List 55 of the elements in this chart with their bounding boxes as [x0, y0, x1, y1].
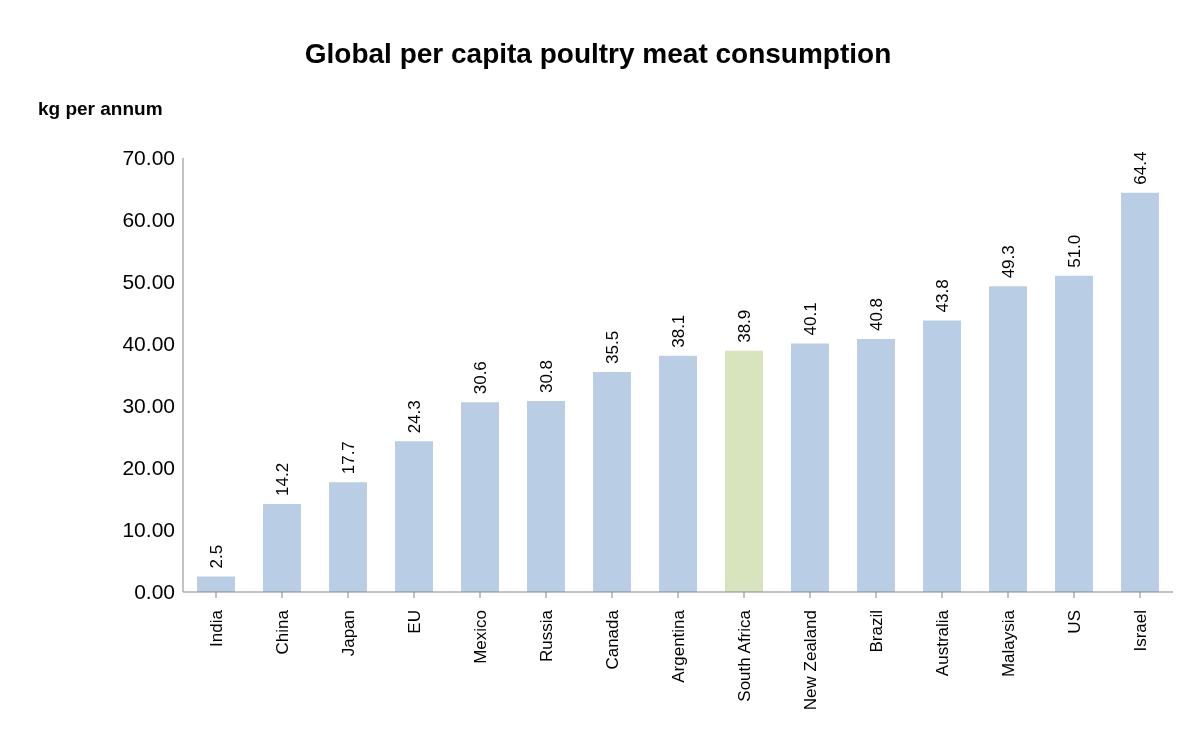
x-tick-label: Brazil	[866, 610, 886, 653]
x-tick-label: EU	[404, 610, 424, 634]
x-tick-label: Russia	[536, 609, 556, 662]
data-label: 40.1	[800, 302, 820, 336]
y-tick-label: 40.00	[122, 332, 175, 356]
bar	[989, 286, 1027, 592]
x-tick-label: US	[1064, 610, 1084, 634]
x-tick-label: India	[206, 609, 226, 647]
bar	[197, 576, 235, 592]
x-tick-label: China	[272, 609, 292, 655]
y-tick-label: 20.00	[122, 456, 175, 480]
bar	[659, 355, 697, 592]
bar	[1055, 275, 1093, 592]
data-label: 49.3	[998, 245, 1018, 279]
bar	[791, 343, 829, 592]
bar	[461, 402, 499, 592]
x-tick-label: South Africa	[734, 609, 754, 702]
data-label: 17.7	[338, 441, 358, 475]
data-label: 30.8	[536, 359, 556, 394]
bar	[1121, 192, 1159, 592]
y-tick-label: 10.00	[122, 518, 175, 542]
bar	[329, 482, 367, 592]
data-label: 51.0	[1064, 234, 1084, 268]
x-tick-label: Malaysia	[998, 609, 1018, 678]
bar	[923, 320, 961, 592]
data-label: 35.5	[602, 330, 622, 364]
data-label: 2.5	[206, 544, 226, 569]
y-tick-label: 70.00	[122, 146, 175, 170]
data-label: 24.3	[404, 400, 424, 434]
y-tick-label: 60.00	[122, 208, 175, 232]
data-label: 40.8	[866, 297, 886, 332]
bar	[395, 441, 433, 592]
bar	[527, 401, 565, 592]
bar	[725, 350, 763, 592]
x-tick-label: Mexico	[470, 610, 490, 664]
x-tick-label: Canada	[602, 609, 622, 670]
data-label: 43.8	[932, 279, 952, 313]
x-tick-label: Japan	[338, 610, 358, 657]
x-tick-label: Israel	[1130, 610, 1150, 652]
data-label: 14.2	[272, 462, 292, 496]
data-label: 64.4	[1130, 151, 1150, 185]
bar	[263, 503, 301, 592]
x-tick-label: Argentina	[668, 609, 688, 683]
chart-title: Global per capita poultry meat consumption	[303, 38, 893, 70]
y-tick-label: 30.00	[122, 394, 175, 418]
x-tick-label: New Zealand	[800, 610, 820, 711]
x-tick-label: Australia	[932, 609, 952, 677]
y-axis-title: kg per annum	[38, 98, 163, 120]
data-label: 38.9	[734, 309, 754, 343]
data-label: 38.1	[668, 314, 688, 348]
y-tick-label: 0.00	[134, 580, 175, 604]
y-tick-label: 50.00	[122, 270, 175, 294]
bar	[857, 339, 895, 592]
bar	[593, 371, 631, 592]
data-label: 30.6	[470, 361, 490, 395]
